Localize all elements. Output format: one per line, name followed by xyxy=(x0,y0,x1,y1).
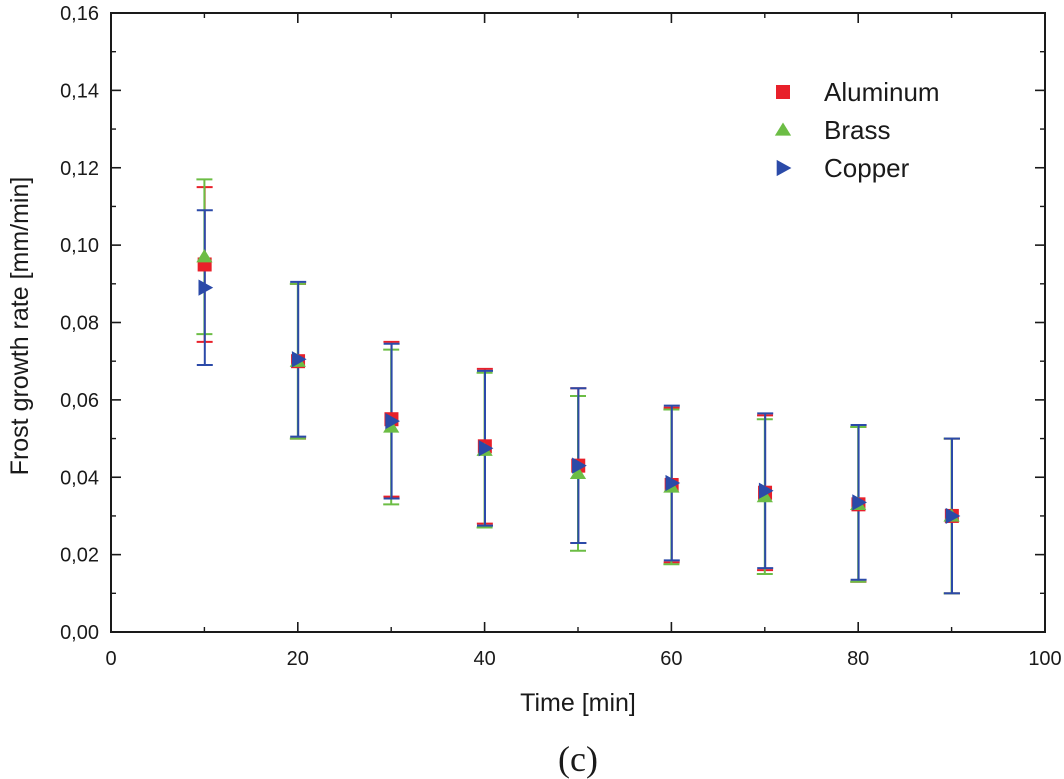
legend: Aluminum Brass Copper xyxy=(774,77,940,183)
point-copper xyxy=(572,457,587,474)
x-tick-label: 60 xyxy=(660,648,682,670)
y-tick-label: 0,02 xyxy=(60,545,99,567)
legend-label-aluminum: Aluminum xyxy=(824,77,940,107)
legend-marker-copper xyxy=(776,159,792,177)
point-copper xyxy=(385,413,400,430)
y-tick-label: 0,08 xyxy=(60,313,99,335)
point-copper xyxy=(478,440,494,457)
x-tick-label: 40 xyxy=(473,648,495,670)
axes: 0 20 40 60 80 100 0,00 0,02 0,04 0,06 0,08 0,10 0,12… xyxy=(60,3,1062,670)
point-copper xyxy=(758,482,774,499)
x-tick-label: 100 xyxy=(1028,648,1061,670)
y-tick-label: 0,04 xyxy=(60,467,99,489)
y-tick-label: 0,10 xyxy=(60,235,99,257)
legend-label-copper: Copper xyxy=(824,153,910,183)
data-markers xyxy=(196,249,961,525)
legend-label-brass: Brass xyxy=(824,115,890,145)
x-tick-label: 20 xyxy=(287,648,309,670)
y-tick-label: 0,14 xyxy=(60,80,99,102)
x-tick-label: 0 xyxy=(105,648,116,670)
error-bars xyxy=(196,178,960,595)
legend-marker-aluminum xyxy=(776,85,790,99)
y-tick-label: 0,06 xyxy=(60,390,99,412)
x-tick-label: 80 xyxy=(847,648,869,670)
legend-marker-brass xyxy=(774,122,792,136)
y-tick-label: 0,12 xyxy=(60,158,99,180)
y-tick-label: 0,00 xyxy=(60,622,99,644)
point-brass xyxy=(196,249,213,263)
y-tick-label: 0,16 xyxy=(60,3,99,25)
point-copper xyxy=(665,474,681,492)
figure-caption: (c) xyxy=(558,739,598,779)
point-brass xyxy=(569,465,587,480)
point-copper xyxy=(852,494,867,511)
y-axis-title: Frost growth rate [mm/min] xyxy=(6,177,34,476)
x-axis-title: Time [min] xyxy=(520,689,636,717)
point-copper xyxy=(945,507,961,525)
point-copper xyxy=(291,351,307,368)
point-copper xyxy=(198,279,214,296)
